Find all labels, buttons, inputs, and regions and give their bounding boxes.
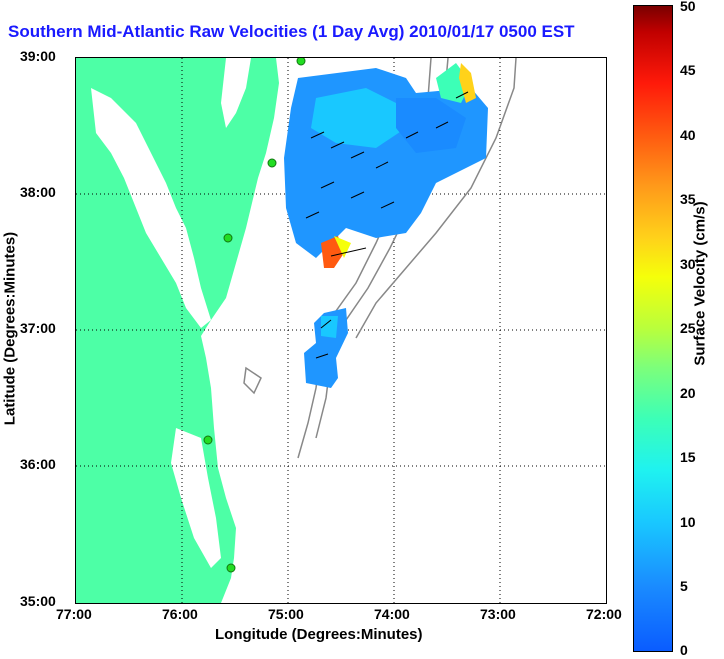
x-tick: 75:00	[268, 606, 304, 622]
y-tick: 35:00	[20, 593, 56, 609]
colorbar-tick: 30	[680, 256, 696, 272]
delaware-bay	[221, 58, 251, 128]
map-canvas	[76, 58, 606, 603]
hf-radar-stations[interactable]	[203, 58, 306, 573]
colorbar-tick: 40	[680, 127, 696, 143]
colorbar-label: Surface Velocity (cm/s)	[691, 201, 709, 366]
map-plot-area[interactable]	[75, 57, 607, 604]
station-marker[interactable]	[203, 435, 213, 445]
chesapeake-bay	[91, 88, 211, 328]
velocity-field	[284, 63, 488, 388]
colorbar-tick: 10	[680, 514, 696, 530]
x-tick: 77:00	[56, 606, 92, 622]
y-tick: 38:00	[20, 184, 56, 200]
map-title: Southern Mid-Atlantic Raw Velocities (1 …	[8, 22, 575, 41]
x-axis-label: Longitude (Degrees:Minutes)	[215, 626, 423, 643]
station-marker[interactable]	[296, 58, 306, 66]
y-tick: 37:00	[20, 320, 56, 336]
colorbar-tick: 15	[680, 449, 696, 465]
station-marker[interactable]	[226, 563, 236, 573]
colorbar-tick: 35	[680, 191, 696, 207]
colorbar-tick: 25	[680, 320, 696, 336]
y-tick: 36:00	[20, 456, 56, 472]
x-tick: 74:00	[374, 606, 410, 622]
x-tick: 76:00	[162, 606, 198, 622]
colorbar-tick: 20	[680, 385, 696, 401]
station-marker[interactable]	[267, 158, 277, 168]
velocity-vectors	[305, 91, 469, 359]
colorbar	[633, 5, 673, 652]
colorbar-tick: 50	[680, 0, 696, 14]
colorbar-tick: 5	[680, 578, 688, 594]
colorbar-tick: 45	[680, 62, 696, 78]
colorbar-tick: 0	[680, 642, 688, 658]
pamlico-sound	[171, 428, 221, 568]
y-axis-label: Latitude (Degrees:Minutes)	[1, 231, 19, 426]
x-tick: 73:00	[480, 606, 516, 622]
station-marker[interactable]	[223, 233, 233, 243]
y-tick: 39:00	[20, 48, 56, 64]
x-tick: 72:00	[586, 606, 622, 622]
